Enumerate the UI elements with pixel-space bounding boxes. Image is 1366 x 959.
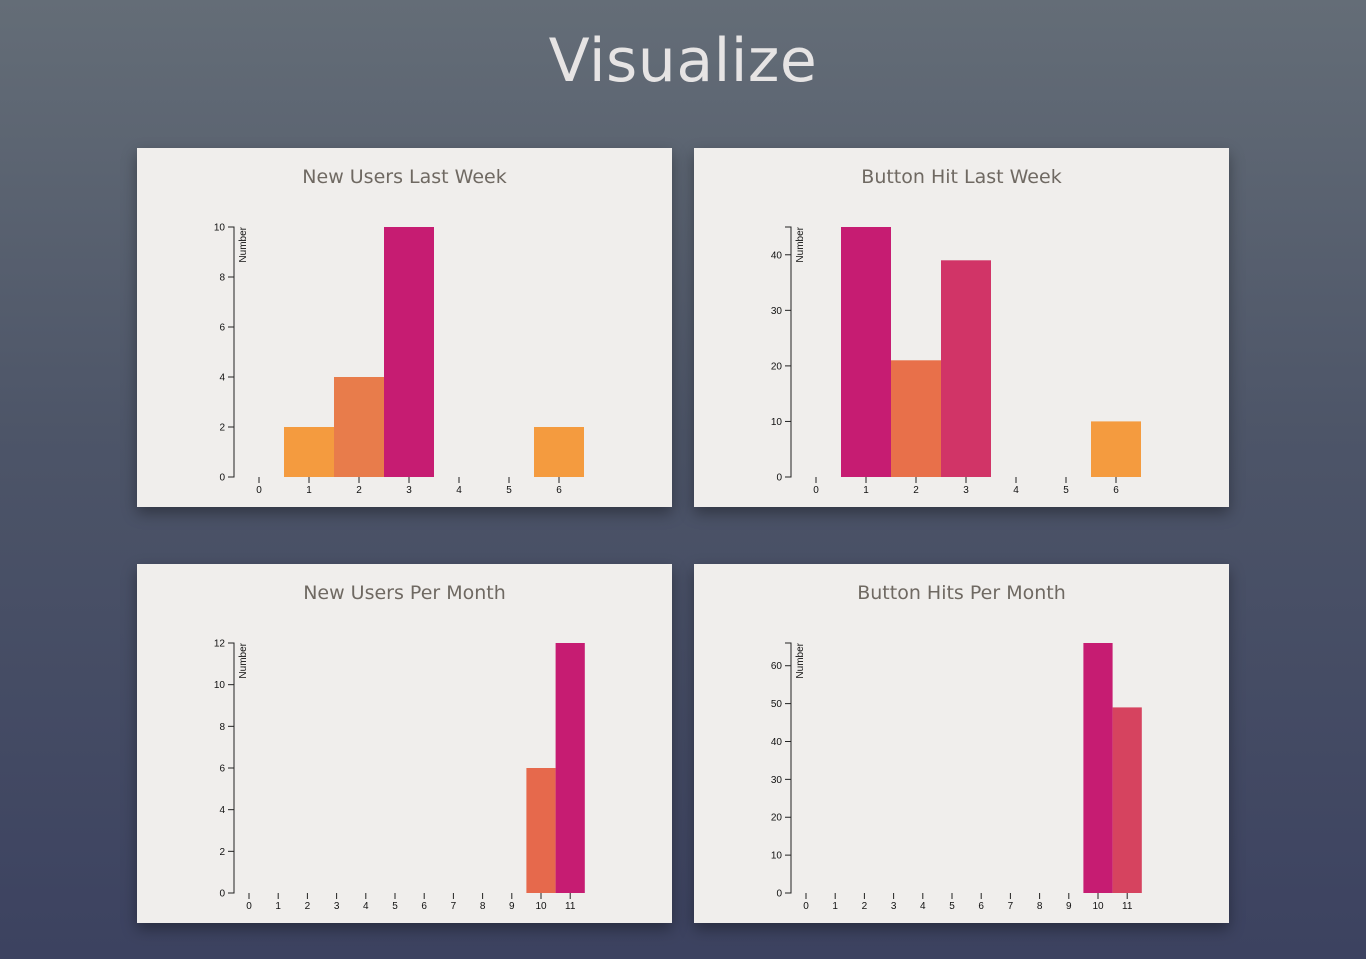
y-tick-label: 40 — [771, 250, 783, 261]
bar — [384, 227, 434, 477]
x-tick-label: 4 — [363, 901, 369, 912]
y-tick-label: 6 — [219, 764, 225, 775]
y-tick-label: 30 — [771, 775, 783, 786]
x-tick-label: 3 — [406, 485, 412, 496]
x-tick-label: 1 — [832, 901, 838, 912]
chart-title: Button Hits Per Month — [857, 582, 1066, 604]
x-tick-label: 1 — [863, 485, 869, 496]
x-tick-label: 9 — [509, 901, 515, 912]
chart-card-button-hit-last-week: Button Hit Last Week 0 10 20 30 40 Number 0 1 2 3… — [694, 148, 1229, 507]
x-tick-label: 3 — [891, 901, 897, 912]
bar — [941, 260, 991, 477]
x-tick-label: 6 — [421, 901, 427, 912]
y-tick-label: 10 — [771, 851, 783, 862]
bar — [1091, 421, 1141, 477]
x-tick-label: 6 — [1113, 485, 1119, 496]
y-axis-title: Number — [795, 642, 806, 678]
x-tick-label: 9 — [1066, 901, 1072, 912]
chart-card-button-hits-per-month: Button Hits Per Month 0 10 20 30 40 50 60 Numbe… — [694, 564, 1229, 923]
chart-card-new-users-per-month: New Users Per Month 0 2 4 6 8 10 12 Number 0 1 2 3 4… — [137, 564, 672, 923]
x-tick-label: 6 — [556, 485, 562, 496]
y-tick-label: 6 — [219, 323, 225, 334]
chart-title: Button Hit Last Week — [861, 166, 1062, 188]
x-tick-label: 4 — [1013, 485, 1019, 496]
x-tick-label: 10 — [535, 901, 547, 912]
page-title: Visualize — [548, 26, 818, 96]
y-axis-title: Number — [238, 642, 249, 678]
y-tick-label: 0 — [776, 473, 782, 484]
x-tick-label: 7 — [451, 901, 457, 912]
y-tick-label: 4 — [219, 805, 225, 816]
y-tick-label: 0 — [776, 889, 782, 900]
x-tick-label: 8 — [480, 901, 486, 912]
x-tick-label: 2 — [913, 485, 919, 496]
y-tick-label: 2 — [219, 423, 225, 434]
y-tick-label: 0 — [219, 889, 225, 900]
y-tick-label: 10 — [214, 223, 226, 234]
x-tick-label: 0 — [803, 901, 809, 912]
y-tick-label: 20 — [771, 813, 783, 824]
bar — [284, 427, 334, 477]
x-tick-label: 4 — [456, 485, 462, 496]
bar — [534, 427, 584, 477]
x-tick-label: 5 — [949, 901, 955, 912]
x-tick-label: 5 — [1063, 485, 1069, 496]
y-axis-title: Number — [238, 226, 249, 262]
x-tick-label: 6 — [978, 901, 984, 912]
chart-title: New Users Per Month — [303, 582, 506, 604]
y-axis-title: Number — [795, 226, 806, 262]
y-tick-label: 4 — [219, 373, 225, 384]
y-tick-label: 10 — [771, 417, 783, 428]
bar-chart: 0 10 20 30 40 Number 0 1 2 3 4 5 6 — [771, 226, 1141, 496]
bar — [526, 768, 556, 893]
x-tick-label: 5 — [506, 485, 512, 496]
bar-chart: 0 10 20 30 40 50 60 Number 0 1 2 3 4 5 6 7 8 9 10 11 — [771, 642, 1142, 912]
x-tick-label: 3 — [334, 901, 340, 912]
y-axis-line — [785, 226, 792, 478]
y-tick-label: 8 — [219, 722, 225, 733]
x-tick-label: 0 — [813, 485, 819, 496]
y-tick-label: 40 — [771, 737, 783, 748]
x-tick-label: 2 — [305, 901, 311, 912]
x-tick-label: 1 — [306, 485, 312, 496]
bar — [334, 377, 384, 477]
bar — [891, 360, 941, 477]
y-tick-label: 12 — [214, 639, 226, 650]
x-tick-label: 11 — [1122, 901, 1133, 912]
x-tick-label: 0 — [246, 901, 252, 912]
x-tick-label: 1 — [275, 901, 281, 912]
y-tick-label: 30 — [771, 306, 783, 317]
y-tick-label: 50 — [771, 699, 783, 710]
y-axis-line — [228, 226, 235, 478]
y-tick-label: 10 — [214, 680, 226, 691]
bar — [555, 643, 585, 893]
x-tick-label: 2 — [356, 485, 362, 496]
y-tick-label: 8 — [219, 273, 225, 284]
x-tick-label: 7 — [1008, 901, 1014, 912]
x-tick-label: 2 — [862, 901, 868, 912]
y-tick-label: 0 — [219, 473, 225, 484]
x-tick-label: 4 — [920, 901, 926, 912]
bar — [1112, 707, 1142, 893]
bar-chart: 0 2 4 6 8 10 Number 0 1 2 3 4 5 6 — [214, 223, 584, 496]
y-tick-label: 20 — [771, 361, 783, 372]
x-tick-label: 8 — [1037, 901, 1043, 912]
y-tick-label: 60 — [771, 661, 783, 672]
x-tick-label: 5 — [392, 901, 398, 912]
x-tick-label: 3 — [963, 485, 969, 496]
y-tick-label: 2 — [219, 847, 225, 858]
x-tick-label: 11 — [565, 901, 576, 912]
bar — [1083, 643, 1113, 893]
chart-card-new-users-last-week: New Users Last Week 0 2 4 6 8 10 Number 0 1 2 3 4 5 6 — [137, 148, 672, 507]
chart-title: New Users Last Week — [302, 166, 507, 188]
x-tick-label: 10 — [1092, 901, 1104, 912]
bar — [841, 227, 891, 477]
x-tick-label: 0 — [256, 485, 262, 496]
